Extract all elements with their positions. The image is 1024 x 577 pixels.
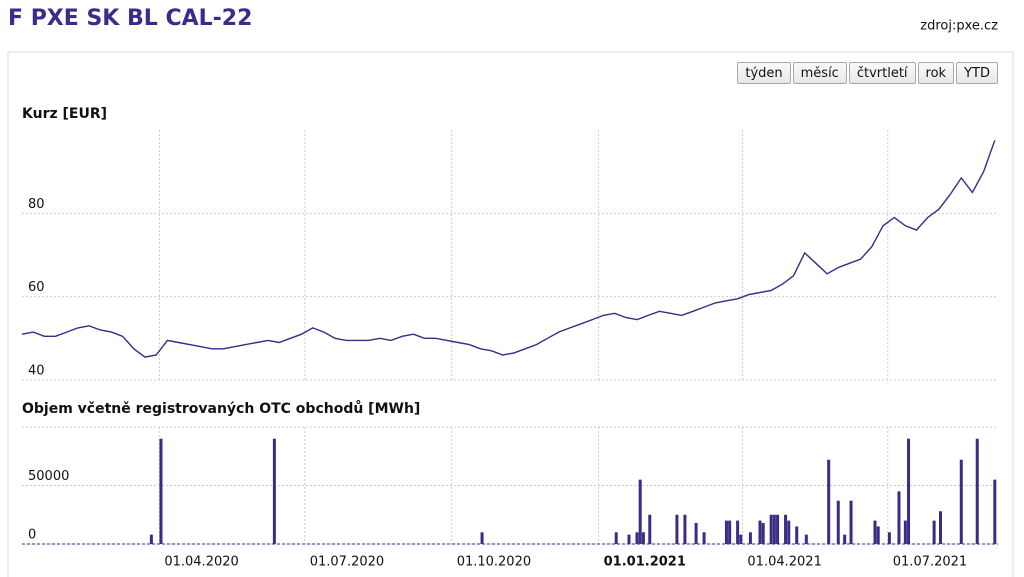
panel bbox=[7, 51, 1014, 577]
y-tick-label: 0 bbox=[28, 528, 36, 543]
bar bbox=[748, 532, 752, 544]
chart-title: Kurz [EUR] bbox=[22, 106, 107, 122]
y-tick-label: 40 bbox=[28, 364, 45, 379]
range-button[interactable]: rok bbox=[917, 62, 955, 84]
page-title: F PXE SK BL CAL-22 bbox=[8, 6, 252, 31]
bar bbox=[873, 520, 877, 544]
bar bbox=[827, 459, 831, 544]
bar bbox=[614, 532, 618, 544]
bar bbox=[683, 514, 687, 544]
bar bbox=[897, 491, 901, 544]
bar bbox=[675, 514, 679, 544]
bar bbox=[804, 534, 808, 544]
range-button[interactable]: YTD bbox=[956, 62, 998, 84]
bar bbox=[635, 532, 639, 544]
bar bbox=[638, 479, 642, 544]
bar bbox=[795, 526, 799, 544]
chart-title: Objem včetně registrovaných OTC obchodů … bbox=[22, 400, 420, 417]
bar bbox=[480, 532, 484, 544]
bar bbox=[694, 522, 698, 544]
bar bbox=[648, 514, 652, 544]
bar bbox=[772, 514, 776, 544]
bar bbox=[887, 532, 891, 544]
range-button[interactable]: týden bbox=[737, 62, 791, 84]
bar bbox=[843, 534, 847, 544]
bar bbox=[993, 479, 997, 544]
x-tick-label: 01.04.2021 bbox=[747, 555, 821, 570]
bar bbox=[736, 520, 740, 544]
bar bbox=[159, 438, 163, 544]
bar bbox=[959, 459, 963, 544]
bar bbox=[728, 520, 732, 544]
bar bbox=[836, 500, 840, 544]
bar bbox=[758, 520, 762, 544]
x-tick-label: 01.01.2021 bbox=[604, 555, 686, 570]
bar bbox=[272, 438, 276, 544]
x-tick-label: 01.10.2020 bbox=[457, 555, 531, 570]
bar bbox=[932, 520, 936, 544]
bar bbox=[784, 514, 788, 544]
bar bbox=[975, 438, 979, 544]
bar bbox=[769, 514, 773, 544]
bar bbox=[907, 438, 911, 544]
bar bbox=[702, 532, 706, 544]
bar bbox=[641, 532, 645, 544]
bar bbox=[849, 500, 853, 544]
bar bbox=[787, 520, 791, 544]
bar bbox=[739, 534, 743, 544]
bar bbox=[761, 522, 765, 544]
bar bbox=[876, 526, 880, 544]
bar bbox=[724, 520, 728, 544]
x-tick-label: 01.07.2020 bbox=[310, 555, 384, 570]
bar bbox=[938, 511, 942, 544]
y-tick-label: 60 bbox=[28, 280, 45, 295]
bar bbox=[776, 514, 780, 544]
range-button[interactable]: čtvrtletí bbox=[848, 62, 916, 84]
bar bbox=[903, 520, 907, 544]
x-tick-label: 01.04.2020 bbox=[164, 555, 238, 570]
range-button[interactable]: měsíc bbox=[792, 62, 847, 84]
bar bbox=[627, 534, 631, 544]
y-tick-label: 80 bbox=[28, 197, 45, 212]
x-tick-label: 01.07.2021 bbox=[893, 555, 967, 570]
price-line bbox=[21, 140, 996, 358]
y-tick-label: 50000 bbox=[28, 469, 69, 484]
range-buttons: týden měsíc čtvrtletí rok YTD bbox=[737, 62, 998, 84]
bar bbox=[149, 534, 153, 544]
source: zdroj:pxe.cz bbox=[920, 19, 998, 34]
